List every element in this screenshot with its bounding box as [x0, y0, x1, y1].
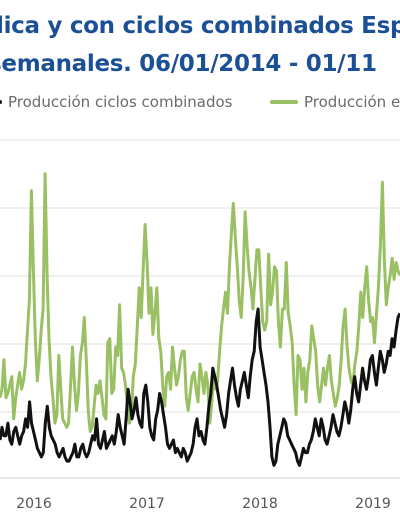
x-tick-label: 2016 — [16, 496, 52, 512]
legend-item-ciclos: Producción ciclos combinados — [0, 93, 232, 111]
series-line-ciclos-combinados — [0, 307, 400, 467]
grid-lines — [0, 139, 400, 479]
legend-swatch-ciclos — [0, 100, 2, 104]
legend-item-e: Producción e — [270, 93, 400, 111]
chart-title-line-2: semanales. 06/01/2014 - 01/11 — [0, 51, 377, 77]
x-tick-label: 2018 — [242, 496, 278, 512]
legend-label-ciclos: Producción ciclos combinados — [8, 93, 233, 111]
chart-legend: Producción ciclos combinados Producción … — [0, 93, 400, 117]
legend-label-e: Producción e — [304, 93, 400, 111]
series-line-e — [0, 172, 400, 433]
x-tick-label: 2019 — [355, 496, 391, 512]
series-lines — [0, 172, 400, 467]
chart-title-line-1: lica y con ciclos combinados Esp — [0, 13, 400, 39]
legend-swatch-e — [270, 100, 298, 104]
x-tick-label: 2017 — [129, 496, 165, 512]
x-axis-ticks: 2016 2017 2018 2019 — [16, 496, 391, 512]
